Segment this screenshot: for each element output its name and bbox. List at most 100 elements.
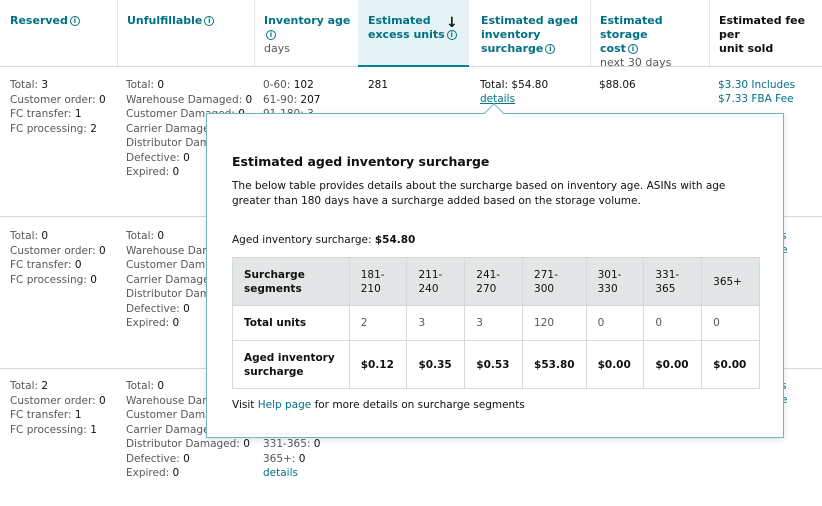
age-bucket-label: 331-365: [263,438,311,450]
inventory-age-header-label: Inventory age [264,14,351,27]
table-header-row: Reserved i Unfulfillable i Inventory agei … [0,0,822,69]
fee-per-unit-line2[interactable]: $7.33 FBA Fee [718,93,794,105]
fee-header-line2: unit sold [719,42,774,55]
info-icon[interactable]: i [545,44,556,54]
column-header-reserved[interactable]: Reserved i [0,0,117,67]
excess-header-line1: Estimated [368,14,431,27]
fee-per-unit-link-partial[interactable]: e [781,244,788,256]
defective-value: 0 [183,302,190,315]
reserved-header-label: Reserved [10,14,68,27]
age-bucket-label: 61-90: [263,93,298,106]
warehouse-damaged-label: Warehouse Damaged: [126,93,243,106]
fc-transfer-label: FC transfer: [10,409,72,421]
customer-order-value: 0 [99,394,106,407]
units-cell: 3 [406,305,466,341]
excess-header-line2: excess units [368,28,445,41]
surcharge-total-value: $54.80 [374,234,416,246]
customer-order-value: 0 [99,244,106,257]
inventory-age-details-link[interactable]: details [263,467,298,479]
popover-help-text: Visit Help page for more details on surc… [232,399,525,411]
column-divider [590,0,591,66]
inventory-age-cell: 331-365: 0 365+: 0 details [263,437,320,481]
info-icon[interactable]: i [204,16,215,26]
popover-title: Estimated aged inventory surcharge [232,154,490,169]
unfulfillable-total: 0 [157,230,165,242]
info-icon[interactable]: i [446,30,457,40]
column-divider [254,0,255,66]
reserved-cell: Total: 0 Customer order: 0 FC transfer: … [10,229,106,287]
defective-label: Defective: [126,302,180,315]
age-bucket-value: 207 [300,93,321,106]
units-cell: 0 [643,305,703,341]
popover-description: The below table provides details about t… [232,180,726,207]
surcharge-segments-table: Surcharge segments 181-210 211-240 241-2… [232,257,760,389]
customer-order-label: Customer order: [10,93,96,106]
fc-transfer-value: 1 [74,108,82,120]
info-icon[interactable]: i [69,16,80,26]
units-cell: 0 [701,305,760,341]
fc-processing-value: 1 [90,423,97,436]
total-label: Total: [126,230,155,242]
segment-header: 211-240 [406,257,466,306]
distributor-damaged-label: Distributor Damaged: [126,438,240,450]
fee-cell: $0.00 [643,340,703,389]
column-header-inventory-age[interactable]: Inventory age i days [254,0,358,67]
excess-units-value: 281 [368,79,389,91]
fee-per-unit-link-partial[interactable]: e [781,394,788,406]
unfulfillable-cell: Total: 0 Warehouse Damaged: Customer Dam… [126,379,250,481]
column-header-fee-per-unit: Estimated fee per unit sold [709,0,822,67]
column-header-storage-cost[interactable]: Estimated storage cost i next 30 days [590,0,709,69]
segment-header: 241-270 [464,257,524,306]
help-suffix: for more details on surcharge segments [314,399,525,411]
carrier-damaged-label: Carrier Damaged: [126,273,220,286]
segment-header: 365+ [701,257,760,306]
help-page-link[interactable]: Help page [257,399,312,411]
fc-processing-label: FC processing: [10,423,87,436]
storage-header-sub: next 30 days [600,56,672,69]
reserved-total: 0 [41,230,49,242]
reserved-total: 2 [41,380,49,392]
info-icon[interactable]: i [266,30,276,40]
column-header-aged-surcharge[interactable]: Estimated aged inventory surcharge i [471,0,590,67]
fc-processing-label: FC processing: [10,122,87,135]
defective-label: Defective: [126,151,180,164]
units-cell: 3 [464,305,524,341]
aged-header-line2: inventory [481,28,541,41]
age-bucket-value: 0 [313,438,321,450]
segment-header: 301-330 [585,257,645,306]
expired-label: Expired: [126,317,170,329]
segment-header: 331-365 [643,257,703,306]
row-label: Total units [232,305,350,341]
units-cell: 0 [585,305,645,341]
unfulfillable-total: 0 [157,380,165,392]
aged-surcharge-details-link[interactable]: details [480,93,515,105]
fc-transfer-label: FC transfer: [10,108,72,120]
units-cell: 120 [522,305,587,341]
column-header-unfulfillable[interactable]: Unfulfillable i [117,0,254,67]
aged-header-line1: Estimated aged [481,14,579,27]
customer-order-label: Customer order: [10,394,96,407]
expired-value: 0 [172,317,180,329]
age-bucket-value: 0 [298,452,306,465]
table-row: Aged inventory surcharge $0.12 $0.35 $0.… [232,340,760,389]
surcharge-total-label: Aged inventory surcharge: [232,234,372,246]
carrier-damaged-label: Carrier Damaged: [126,423,220,436]
fee-cell: $53.80 [522,340,587,389]
fc-transfer-value: 0 [74,259,82,271]
fee-cell: $0.00 [585,340,645,389]
sort-descending-icon[interactable]: ↓ [446,15,458,31]
fc-processing-value: 0 [90,273,97,286]
units-cell: 2 [348,305,408,341]
expired-value: 0 [172,467,180,479]
total-label: Total: [10,380,39,392]
fc-transfer-value: 1 [74,409,82,421]
info-icon[interactable]: i [627,44,638,54]
expired-label: Expired: [126,166,170,178]
reserved-cell: Total: 2 Customer order: 0 FC transfer: … [10,379,106,437]
customer-order-value: 0 [99,93,106,106]
fc-processing-label: FC processing: [10,273,87,286]
fee-per-unit-line1[interactable]: $3.30 Includes [718,79,796,91]
fc-transfer-label: FC transfer: [10,259,72,271]
row-label: Aged inventory surcharge [232,340,350,389]
column-header-excess-units[interactable]: Estimated excess units i ↓ [358,0,469,67]
